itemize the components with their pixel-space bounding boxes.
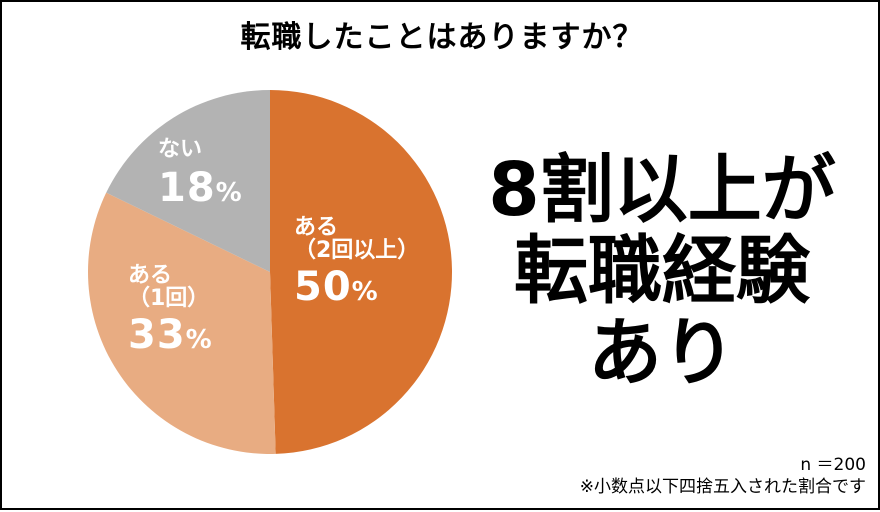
pie-slice-yes-2plus <box>270 90 453 454</box>
rounding-note: ※小数点以下四捨五入された割合です <box>579 477 866 498</box>
slice-label-no: ない 18% <box>158 138 243 209</box>
slice-pct-yes-1: 33% <box>128 314 213 356</box>
footnote: n ＝200 ※小数点以下四捨五入された割合です <box>580 454 866 498</box>
slice-name-yes-2plus-line1: ある <box>294 215 339 240</box>
slice-pct-yes-2plus: 50% <box>294 266 419 308</box>
slice-unit-yes-1: % <box>185 325 213 356</box>
slice-name-no: ない <box>158 137 203 162</box>
slice-pct-no: 18% <box>158 167 243 209</box>
slice-unit-yes-2plus: % <box>351 277 379 308</box>
slice-value-no: 18 <box>158 165 216 212</box>
slice-value-yes-1: 33 <box>128 312 186 359</box>
slice-label-yes-1: ある （1回） 33% <box>128 264 213 356</box>
chart-title: 転職したことはありますか？ <box>240 20 644 55</box>
slice-value-yes-2plus: 50 <box>294 264 352 311</box>
pie-slice-yes-1 <box>87 192 276 454</box>
sample-size: n ＝200 <box>800 455 866 475</box>
headline: 8割以上が 転職経験 あり <box>452 147 872 396</box>
slice-name-yes-2plus-line2: （2回以上） <box>294 238 420 264</box>
headline-line-1: 8割以上が <box>488 147 836 233</box>
slice-name-yes-1-line1: ある <box>128 263 173 288</box>
slice-label-yes-2plus: ある （2回以上） 50% <box>294 216 419 308</box>
headline-line-2: 転職経験 <box>514 228 810 315</box>
slice-unit-no: % <box>215 178 243 209</box>
headline-line-3: あり <box>588 309 736 396</box>
slice-name-yes-1-line2: （1回） <box>128 286 210 312</box>
pie-slice-no <box>106 90 270 272</box>
